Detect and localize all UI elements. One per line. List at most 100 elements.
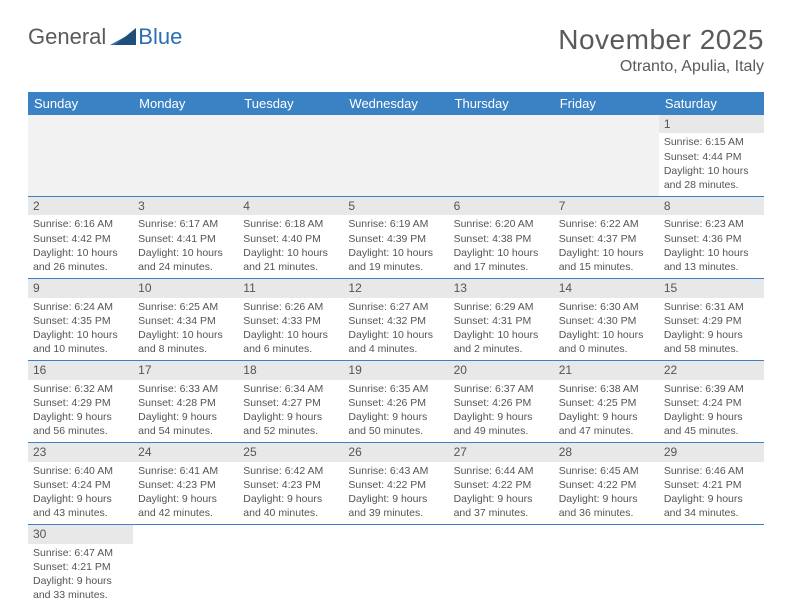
daylight-line: Daylight: 10 hours and 19 minutes. [348,246,443,274]
sunrise-line: Sunrise: 6:43 AM [348,464,443,478]
weekday-header: Sunday [28,92,133,115]
day-content: Sunrise: 6:20 AMSunset: 4:38 PMDaylight:… [449,215,554,278]
sunrise-line: Sunrise: 6:20 AM [454,217,549,231]
logo-icon [110,28,136,46]
calendar-cell: 27Sunrise: 6:44 AMSunset: 4:22 PMDayligh… [449,443,554,525]
day-content: Sunrise: 6:40 AMSunset: 4:24 PMDaylight:… [28,462,133,525]
daylight-line: Daylight: 10 hours and 28 minutes. [664,164,759,192]
weekday-header: Tuesday [238,92,343,115]
daylight-line: Daylight: 10 hours and 6 minutes. [243,328,338,356]
weekday-header: Thursday [449,92,554,115]
day-content: Sunrise: 6:41 AMSunset: 4:23 PMDaylight:… [133,462,238,525]
sunset-line: Sunset: 4:26 PM [348,396,443,410]
day-content: Sunrise: 6:43 AMSunset: 4:22 PMDaylight:… [343,462,448,525]
calendar-cell: 15Sunrise: 6:31 AMSunset: 4:29 PMDayligh… [659,279,764,361]
daylight-line: Daylight: 9 hours and 43 minutes. [33,492,128,520]
daylight-line: Daylight: 9 hours and 45 minutes. [664,410,759,438]
daylight-line: Daylight: 9 hours and 56 minutes. [33,410,128,438]
day-content: Sunrise: 6:15 AMSunset: 4:44 PMDaylight:… [659,133,764,196]
day-content: Sunrise: 6:33 AMSunset: 4:28 PMDaylight:… [133,380,238,443]
sunrise-line: Sunrise: 6:33 AM [138,382,233,396]
sunrise-line: Sunrise: 6:17 AM [138,217,233,231]
calendar-cell: 20Sunrise: 6:37 AMSunset: 4:26 PMDayligh… [449,361,554,443]
calendar-cell: 24Sunrise: 6:41 AMSunset: 4:23 PMDayligh… [133,443,238,525]
sunset-line: Sunset: 4:41 PM [138,232,233,246]
calendar-cell: 30 Sunrise: 6:47 AMSunset: 4:21 PMDayligh… [28,525,133,607]
calendar-cell: 4Sunrise: 6:18 AMSunset: 4:40 PMDaylight… [238,197,343,279]
daylight-line: Daylight: 10 hours and 4 minutes. [348,328,443,356]
calendar-cell-empty [343,115,448,197]
sunrise-line: Sunrise: 6:26 AM [243,300,338,314]
day-number: 26 [343,443,448,461]
sunset-line: Sunset: 4:24 PM [664,396,759,410]
day-content: Sunrise: 6:18 AMSunset: 4:40 PMDaylight:… [238,215,343,278]
daylight-line: Daylight: 9 hours and 36 minutes. [559,492,654,520]
sunrise-line: Sunrise: 6:44 AM [454,464,549,478]
calendar-cell: 23Sunrise: 6:40 AMSunset: 4:24 PMDayligh… [28,443,133,525]
calendar-cell: 28Sunrise: 6:45 AMSunset: 4:22 PMDayligh… [554,443,659,525]
calendar-cell: 26Sunrise: 6:43 AMSunset: 4:22 PMDayligh… [343,443,448,525]
sunset-line: Sunset: 4:32 PM [348,314,443,328]
day-number: 21 [554,361,659,379]
sunrise-line: Sunrise: 6:34 AM [243,382,338,396]
weekday-header: Saturday [659,92,764,115]
logo-text-2: Blue [138,24,182,50]
day-content: Sunrise: 6:23 AMSunset: 4:36 PMDaylight:… [659,215,764,278]
calendar-cell: 22 Sunrise: 6:39 AMSunset: 4:24 PMDayligh… [659,361,764,443]
calendar-cell-empty [238,525,343,607]
day-content: Sunrise: 6:37 AMSunset: 4:26 PMDaylight:… [449,380,554,443]
day-number: 13 [449,279,554,297]
sunrise-line: Sunrise: 6:18 AM [243,217,338,231]
calendar-cell: 19Sunrise: 6:35 AMSunset: 4:26 PMDayligh… [343,361,448,443]
day-content: Sunrise: 6:35 AMSunset: 4:26 PMDaylight:… [343,380,448,443]
day-number: 12 [343,279,448,297]
day-number: 3 [133,197,238,215]
daylight-line: Daylight: 10 hours and 2 minutes. [454,328,549,356]
calendar-cell: 2Sunrise: 6:16 AMSunset: 4:42 PMDaylight… [28,197,133,279]
sunrise-line: Sunrise: 6:47 AM [33,546,128,560]
daylight-line: Daylight: 10 hours and 13 minutes. [664,246,759,274]
daylight-line: Daylight: 9 hours and 40 minutes. [243,492,338,520]
logo: General Blue [28,24,182,50]
day-number: 24 [133,443,238,461]
title-block: November 2025 Otranto, Apulia, Italy [558,24,764,76]
day-number: 10 [133,279,238,297]
daylight-line: Daylight: 9 hours and 47 minutes. [559,410,654,438]
day-number: 22 [659,361,764,379]
calendar-cell: 6Sunrise: 6:20 AMSunset: 4:38 PMDaylight… [449,197,554,279]
day-content: Sunrise: 6:19 AMSunset: 4:39 PMDaylight:… [343,215,448,278]
day-content: Sunrise: 6:45 AMSunset: 4:22 PMDaylight:… [554,462,659,525]
sunrise-line: Sunrise: 6:35 AM [348,382,443,396]
sunset-line: Sunset: 4:36 PM [664,232,759,246]
calendar-cell: 9Sunrise: 6:24 AMSunset: 4:35 PMDaylight… [28,279,133,361]
sunrise-line: Sunrise: 6:38 AM [559,382,654,396]
day-number: 4 [238,197,343,215]
sunrise-line: Sunrise: 6:39 AM [664,382,759,396]
day-content: Sunrise: 6:17 AMSunset: 4:41 PMDaylight:… [133,215,238,278]
daylight-line: Daylight: 9 hours and 54 minutes. [138,410,233,438]
sunset-line: Sunset: 4:27 PM [243,396,338,410]
day-content: Sunrise: 6:38 AMSunset: 4:25 PMDaylight:… [554,380,659,443]
sunset-line: Sunset: 4:26 PM [454,396,549,410]
sunset-line: Sunset: 4:31 PM [454,314,549,328]
daylight-line: Daylight: 10 hours and 8 minutes. [138,328,233,356]
day-number: 5 [343,197,448,215]
day-number: 30 [28,525,133,543]
day-number: 27 [449,443,554,461]
sunset-line: Sunset: 4:21 PM [33,560,128,574]
sunrise-line: Sunrise: 6:32 AM [33,382,128,396]
weekday-header: Friday [554,92,659,115]
daylight-line: Daylight: 9 hours and 33 minutes. [33,574,128,602]
day-number: 9 [28,279,133,297]
daylight-line: Daylight: 10 hours and 24 minutes. [138,246,233,274]
day-number: 15 [659,279,764,297]
calendar-cell: 13Sunrise: 6:29 AMSunset: 4:31 PMDayligh… [449,279,554,361]
daylight-line: Daylight: 9 hours and 42 minutes. [138,492,233,520]
day-number: 17 [133,361,238,379]
calendar-cell-empty [554,525,659,607]
sunset-line: Sunset: 4:37 PM [559,232,654,246]
calendar-cell: 25Sunrise: 6:42 AMSunset: 4:23 PMDayligh… [238,443,343,525]
sunrise-line: Sunrise: 6:40 AM [33,464,128,478]
daylight-line: Daylight: 10 hours and 0 minutes. [559,328,654,356]
day-number: 16 [28,361,133,379]
